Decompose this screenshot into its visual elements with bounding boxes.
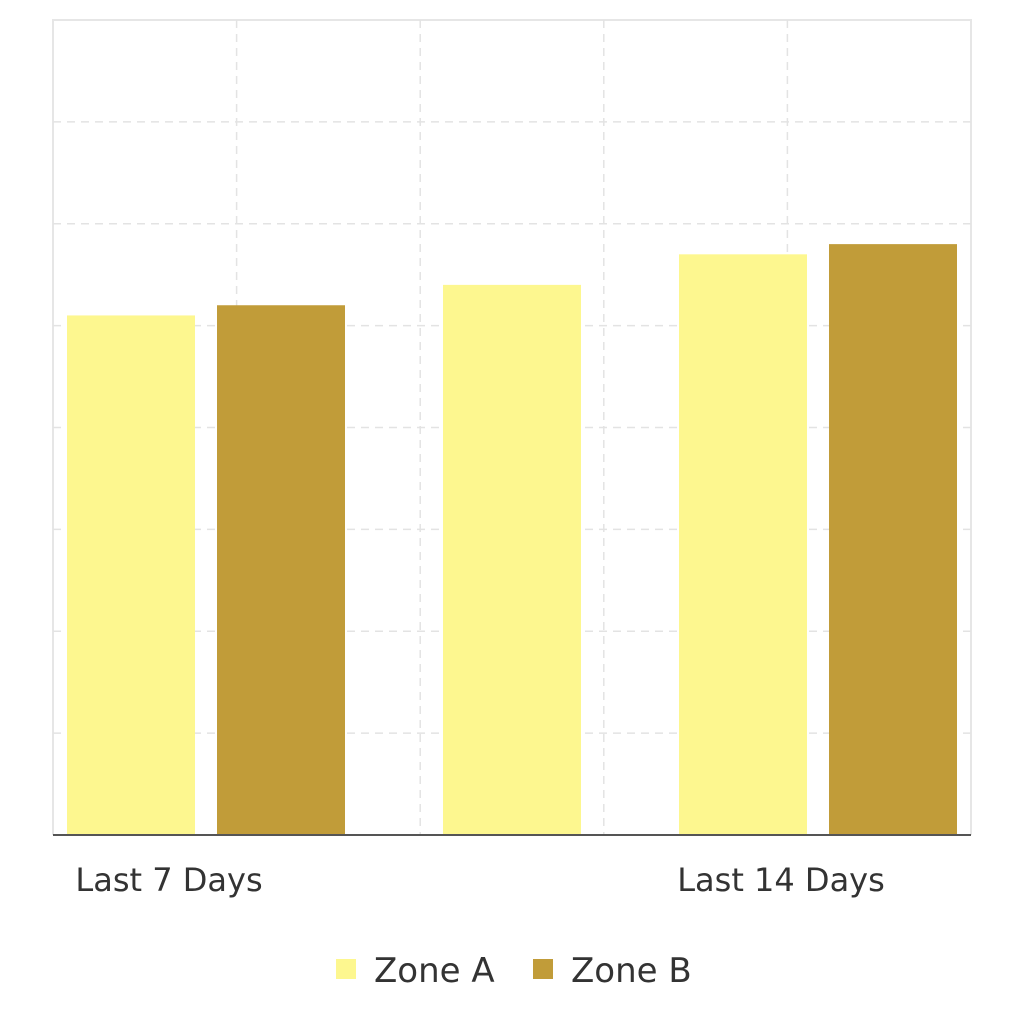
x-tick-label: Last 14 Days xyxy=(677,861,885,899)
legend-label: Zone A xyxy=(374,951,495,991)
legend-swatch xyxy=(336,959,356,979)
x-tick-label: Last 7 Days xyxy=(75,861,262,899)
legend-swatch xyxy=(533,959,553,979)
bar-zone-b xyxy=(829,244,957,835)
bar-zone-a xyxy=(67,315,195,835)
bar-zone-b xyxy=(217,305,345,835)
bar-zone-a xyxy=(679,254,807,835)
legend-label: Zone B xyxy=(571,951,692,991)
bar-zone-a xyxy=(443,284,581,835)
